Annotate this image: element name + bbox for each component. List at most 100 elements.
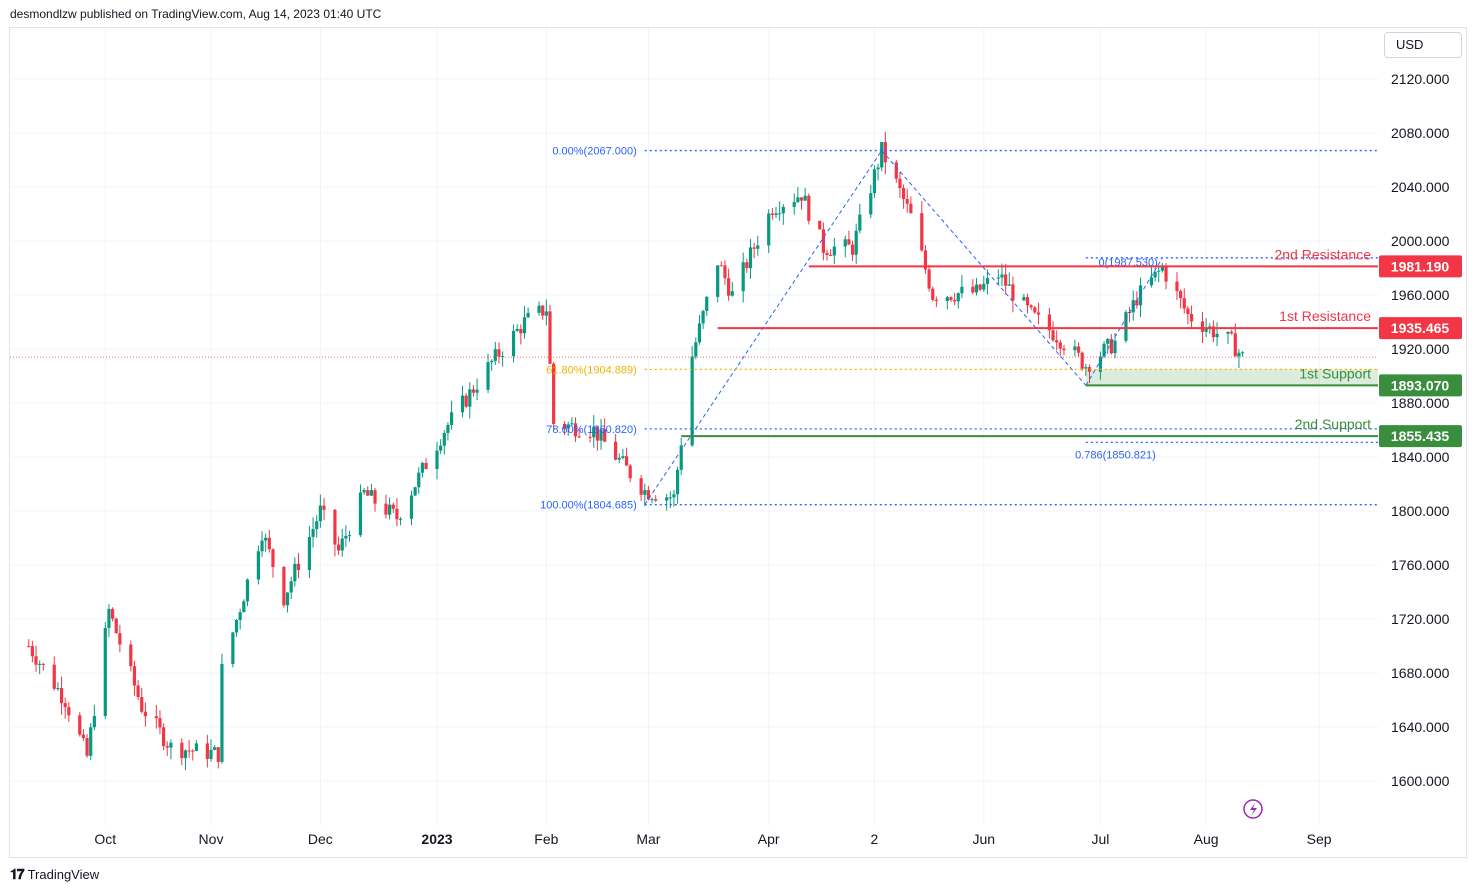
y-tick-label: 1840.000 xyxy=(1391,449,1450,465)
y-tick-label: 2040.000 xyxy=(1391,179,1450,195)
candle-body xyxy=(770,213,774,215)
candle-body xyxy=(592,426,596,438)
candle-body xyxy=(490,360,494,363)
level-label: 2nd Resistance xyxy=(1274,246,1371,262)
candle-body xyxy=(501,356,505,358)
candle-body xyxy=(858,214,862,231)
candle-body xyxy=(1182,298,1186,309)
fib-level-label: 61.80%(1904.889) xyxy=(546,364,637,376)
x-tick-label: 2 xyxy=(871,831,879,847)
candle-body xyxy=(129,644,133,667)
candle-body xyxy=(588,436,592,438)
y-tick-label: 1600.000 xyxy=(1391,773,1450,789)
price-tag xyxy=(1379,255,1462,278)
candle-body xyxy=(741,262,745,292)
x-tick-label: Feb xyxy=(534,831,558,847)
candle-body xyxy=(395,508,399,520)
candle-body xyxy=(1179,291,1183,299)
price-tag-label: 1981.190 xyxy=(1391,258,1450,274)
candle-body xyxy=(435,450,439,469)
footer-brand[interactable]: 𝟏𝟕 TradingView xyxy=(10,866,99,883)
candle-body xyxy=(537,305,541,313)
candle-body xyxy=(1051,330,1055,341)
candle-body xyxy=(1157,270,1161,272)
candle-body xyxy=(307,536,312,571)
candle-body xyxy=(1113,340,1117,354)
candle-body xyxy=(985,278,990,284)
currency-selector[interactable]: USD xyxy=(1384,32,1462,58)
candle-body xyxy=(417,472,421,488)
candle-body xyxy=(1106,339,1110,344)
candle-body xyxy=(526,312,530,318)
candle-body xyxy=(577,436,581,438)
candle-body xyxy=(1186,308,1190,314)
zigzag-segment xyxy=(1085,257,1163,386)
y-tick-label: 2000.000 xyxy=(1391,233,1450,249)
candle-body xyxy=(909,203,913,214)
candle-body xyxy=(63,703,67,708)
candle-body xyxy=(162,727,166,747)
candle-body xyxy=(621,456,625,458)
candle-body xyxy=(1233,333,1237,357)
candle-body xyxy=(697,323,702,343)
x-tick-label: Apr xyxy=(758,831,780,847)
candle-body xyxy=(486,362,490,390)
candle-body xyxy=(1215,333,1219,338)
x-tick-label: Nov xyxy=(199,831,224,847)
footer-brand-label: TradingView xyxy=(27,867,100,882)
candle-body xyxy=(475,389,479,393)
candle-body xyxy=(978,284,982,290)
candle-body xyxy=(1102,343,1106,357)
candle-body xyxy=(679,445,683,470)
lightning-icon[interactable] xyxy=(1243,799,1263,819)
candle-body xyxy=(285,592,290,606)
fib-level-label: 0.00%(2067.000) xyxy=(552,146,636,158)
candle-body xyxy=(1189,313,1194,322)
candle-body xyxy=(705,296,709,311)
candle-body xyxy=(271,549,275,567)
lightning-glyph-icon xyxy=(1250,803,1257,816)
candle-body xyxy=(264,537,268,541)
candle-body xyxy=(293,563,297,582)
candle-body xyxy=(369,490,373,496)
candle-body xyxy=(1087,367,1092,372)
candle-body xyxy=(52,664,56,689)
publisher-header: desmondlzw published on TradingView.com,… xyxy=(10,7,382,21)
candle-body xyxy=(114,618,118,634)
candle-body xyxy=(38,663,42,665)
candle-body xyxy=(1240,352,1245,354)
candle-body xyxy=(220,664,224,762)
y-tick-label: 1960.000 xyxy=(1391,287,1450,303)
y-tick-label: 1920.000 xyxy=(1391,341,1450,357)
y-tick-label: 1720.000 xyxy=(1391,611,1450,627)
candle-body xyxy=(730,291,734,296)
candle-body xyxy=(59,688,64,704)
candle-body xyxy=(511,330,516,357)
candle-body xyxy=(347,535,352,537)
candle-body xyxy=(1153,271,1157,278)
x-tick-label: Sep xyxy=(1307,831,1332,847)
candle-body xyxy=(756,245,760,249)
candle-body xyxy=(373,490,377,504)
candle-body xyxy=(333,509,337,545)
candle-body xyxy=(205,743,209,759)
candle-body xyxy=(1062,348,1066,351)
candle-body xyxy=(1211,326,1216,338)
candle-body xyxy=(34,656,38,665)
candle-body xyxy=(1058,342,1062,349)
candle-body xyxy=(727,278,731,296)
candle-body xyxy=(468,389,472,407)
candles-layer xyxy=(27,131,1245,771)
candle-body xyxy=(216,747,220,762)
candle-body xyxy=(603,429,607,442)
candle-body xyxy=(344,535,348,539)
candle-body xyxy=(89,727,93,756)
candle-body xyxy=(136,685,140,698)
price-tag-label: 1935.465 xyxy=(1391,320,1450,336)
candle-body xyxy=(719,265,723,267)
candle-body xyxy=(1175,281,1179,292)
candle-body xyxy=(748,247,753,269)
candle-body xyxy=(322,505,326,510)
candle-body xyxy=(869,193,873,215)
